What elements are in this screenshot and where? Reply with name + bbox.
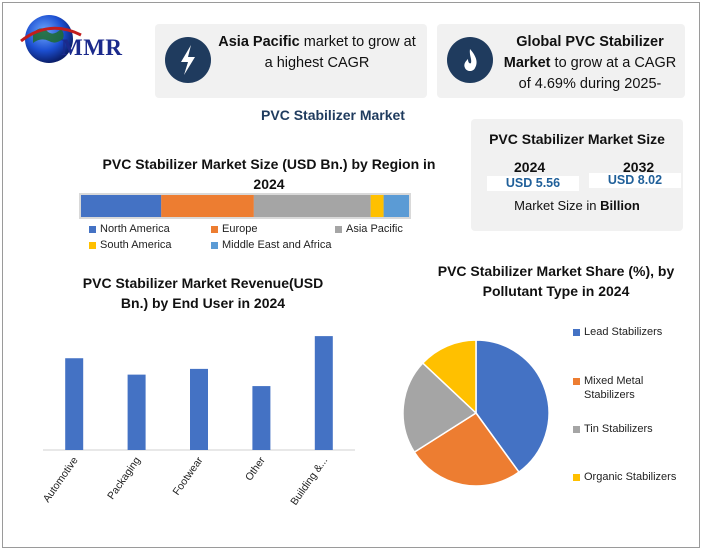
legend-organic-stabilizers: Organic Stabilizers: [573, 471, 676, 483]
legend-swatch-organic: [573, 473, 580, 481]
stack-segment-asia-pacific: [253, 195, 371, 217]
year-2032-label: 2032: [623, 159, 655, 175]
legend-swatch-europe: [211, 225, 218, 233]
banner-rest-2: to grow at a CAGR of 4.69% during 2025-: [518, 55, 677, 92]
pie-slice-lead-stabilizers: [475, 339, 550, 474]
legend-south-america: South America: [89, 239, 172, 251]
end-user-column-chart: Automotive Packaging Footwear Other Building…: [43, 336, 355, 508]
market-size-card: PVC Stabilizer Market Size 2024 2032 USD…: [471, 119, 683, 231]
globe-icon: [20, 15, 82, 63]
bar-footwear: [190, 368, 208, 450]
flame-icon: [447, 37, 493, 83]
market-size-2032: USD 8.02: [589, 173, 681, 188]
legend-swatch-middle-east-africa: [211, 241, 218, 249]
legend-label-mixed-metal: Mixed Metal Stabilizers: [584, 375, 644, 401]
banner-text-2: Global PVC Stabilizer Market to grow at …: [497, 32, 683, 95]
banner-bold-1: Asia Pacific: [218, 34, 300, 50]
bar-other: [252, 386, 271, 450]
legend-tin-stabilizers: Tin Stabilizers: [573, 423, 653, 435]
legend-lead-stabilizers: Lead Stabilizers: [573, 326, 662, 338]
legend-swatch-tin: [573, 425, 580, 433]
pie-slice-organic-stabilizers: [421, 339, 477, 415]
banner-rest-1: market to grow at a highest CAGR: [264, 34, 416, 71]
mmr-logo: MMR: [19, 11, 149, 71]
x-tick-packaging: Packaging: [105, 455, 143, 502]
legend-swatch-lead: [573, 328, 580, 336]
pollutant-pie-chart: [402, 339, 550, 487]
banner-bold-2: Global PVC Stabilizer Market: [503, 34, 664, 71]
legend-label-asia-pacific: Asia Pacific: [346, 223, 403, 235]
legend-swatch-north-america: [89, 225, 96, 233]
legend-label-middle-east-africa: Middle East and Africa: [222, 239, 332, 251]
stack-segment-middle-east-and-africa: [383, 195, 409, 217]
legend-mixed-metal-stabilizers: Mixed Metal Stabilizers: [573, 374, 683, 402]
legend-europe: Europe: [211, 223, 257, 235]
x-tick-building: Building &...: [288, 455, 330, 508]
market-size-note-unit: Billion: [600, 198, 640, 213]
legend-label-south-america: South America: [100, 239, 172, 251]
bar-packaging: [127, 374, 146, 450]
legend-middle-east-africa: Middle East and Africa: [211, 239, 331, 251]
legend-label-europe: Europe: [222, 223, 258, 235]
stack-segment-europe: [161, 195, 254, 217]
year-2024-label: 2024: [514, 159, 546, 175]
stack-segment-north-america: [81, 195, 162, 217]
region-stacked-bar: [79, 193, 411, 219]
banner-text-1: Asia Pacific market to grow at a highest…: [217, 32, 417, 74]
legend-label-tin: Tin Stabilizers: [584, 423, 653, 435]
logo-text: MMR: [61, 35, 123, 60]
legend-north-america: North America: [89, 223, 170, 235]
market-size-2024: USD 5.56: [487, 176, 579, 191]
market-size-note: Market Size in Billion: [471, 198, 683, 213]
legend-label-north-america: North America: [100, 223, 170, 235]
bar-building: [314, 336, 333, 450]
legend-asia-pacific: Asia Pacific: [335, 223, 403, 235]
legend-swatch-south-america: [89, 241, 96, 249]
lightning-icon: [165, 37, 211, 83]
banner-asia-pacific: Asia Pacific market to grow at a highest…: [155, 24, 427, 98]
x-tick-automotive: Automotive: [43, 455, 81, 505]
end-user-chart-title: PVC Stabilizer Market Revenue(USD Bn.) b…: [82, 275, 324, 311]
x-tick-other: Other: [243, 454, 268, 483]
legend-label-organic: Organic Stabilizers: [584, 471, 677, 483]
legend-swatch-asia-pacific: [335, 225, 342, 233]
pie-slice-mixed-metal-stabilizers: [413, 411, 520, 487]
legend-label-lead: Lead Stabilizers: [584, 326, 663, 338]
region-chart-title: PVC Stabilizer Market Size (USD Bn.) by …: [102, 156, 436, 192]
legend-swatch-mixed-metal: [573, 378, 580, 385]
market-size-title: PVC Stabilizer Market Size: [489, 131, 665, 147]
x-tick-footwear: Footwear: [171, 454, 206, 497]
stack-segment-south-america: [370, 195, 384, 217]
banner-global-cagr: Global PVC Stabilizer Market to grow at …: [437, 24, 685, 98]
bar-automotive: [65, 358, 84, 450]
main-title: PVC Stabilizer Market: [261, 107, 405, 123]
pie-slice-tin-stabilizers: [402, 361, 478, 454]
pollutant-chart-title: PVC Stabilizer Market Share (%), by Poll…: [437, 263, 675, 299]
market-size-note-prefix: Market Size in: [514, 198, 601, 213]
